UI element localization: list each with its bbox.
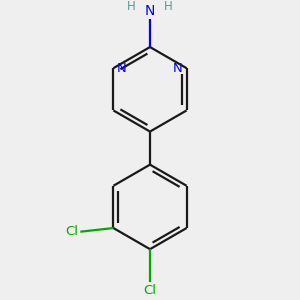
Text: Cl: Cl [65,225,79,238]
Text: Cl: Cl [143,284,157,297]
Text: N: N [145,4,155,18]
Text: H: H [164,0,173,13]
Text: H: H [127,0,136,13]
Text: N: N [117,62,127,75]
Text: N: N [173,62,183,75]
